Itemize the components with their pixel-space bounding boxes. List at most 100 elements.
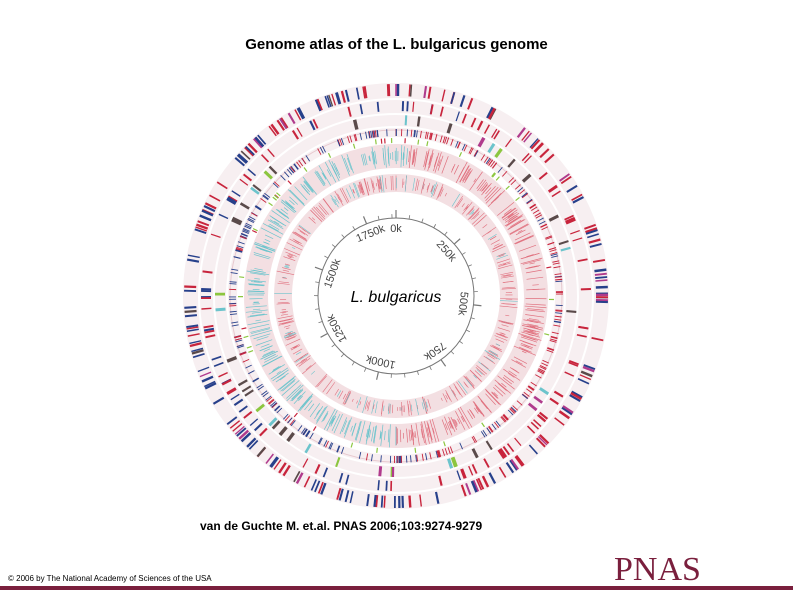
outer-feature-mark xyxy=(268,125,277,137)
ring4-strand-mark xyxy=(550,336,558,340)
gc-content-mark xyxy=(284,332,296,337)
gc-skew-mark xyxy=(277,373,285,379)
gc-content-mark xyxy=(493,243,500,247)
ring4-strand-mark xyxy=(255,205,262,211)
outer-feature-mark xyxy=(486,106,494,119)
ring4-strand-mark xyxy=(535,214,543,219)
gc-content-mark xyxy=(364,400,368,410)
scale-tick xyxy=(450,350,455,355)
gc-skew-mark xyxy=(297,394,302,400)
gc-content-mark xyxy=(465,376,475,387)
ring2-feature-mark xyxy=(406,101,409,112)
trna-mark xyxy=(248,349,254,353)
gc-content-mark xyxy=(287,256,292,259)
ring4-strand-mark xyxy=(298,160,304,167)
gc-content-mark xyxy=(487,234,497,240)
outer-feature-mark xyxy=(375,495,379,508)
ring4-strand-mark xyxy=(239,351,247,355)
gc-content-mark xyxy=(500,332,505,335)
ring4-strand-mark xyxy=(305,430,310,437)
gc-skew-mark xyxy=(523,329,540,335)
ring4-strand-mark xyxy=(274,405,280,411)
ring4-strand-mark xyxy=(347,136,350,144)
ring4-strand-mark xyxy=(502,414,508,421)
ring3-feature-mark xyxy=(378,466,383,477)
ring4-strand-mark xyxy=(541,362,548,367)
ring4-strand-mark xyxy=(231,321,239,324)
gc-skew-mark xyxy=(459,406,473,428)
gc-skew-mark xyxy=(505,212,520,223)
gc-skew-mark xyxy=(480,400,488,410)
gc-skew-mark xyxy=(494,196,499,201)
gc-content-mark xyxy=(294,240,300,244)
gc-skew-mark xyxy=(400,144,403,168)
gc-skew-mark xyxy=(368,156,371,161)
scale-tick xyxy=(377,215,380,220)
gc-skew-mark xyxy=(286,384,304,402)
ring4-strand-mark xyxy=(368,131,371,139)
gc-content-mark xyxy=(403,405,405,413)
ring4-strand-mark xyxy=(374,130,377,138)
gc-skew-mark xyxy=(280,201,295,214)
gc-content-mark xyxy=(378,179,381,189)
scale-tick xyxy=(459,340,464,344)
gc-skew-mark xyxy=(275,209,290,219)
gc-content-mark xyxy=(374,401,378,414)
gc-skew-mark xyxy=(275,372,289,383)
ring4-strand-mark xyxy=(532,209,540,214)
ring2-feature-mark xyxy=(538,172,548,180)
ring2-feature-mark xyxy=(218,213,229,220)
gc-content-mark xyxy=(473,374,477,379)
gc-skew-mark xyxy=(365,429,369,437)
gc-content-mark xyxy=(345,393,351,403)
scale-tick-label: 250k xyxy=(434,238,459,264)
gc-content-mark xyxy=(282,269,289,272)
gc-content-mark xyxy=(492,244,503,250)
ring3-feature-mark xyxy=(226,356,238,363)
outer-feature-mark xyxy=(362,86,366,99)
ring4-strand-mark xyxy=(497,166,503,173)
gc-content-mark xyxy=(446,392,451,400)
gc-skew-mark xyxy=(522,341,534,346)
ring2-feature-mark xyxy=(500,448,508,457)
gc-skew-mark xyxy=(521,331,540,338)
outer-feature-mark xyxy=(199,371,212,378)
ring4-strand-mark xyxy=(538,220,546,225)
ring4-strand-mark xyxy=(473,149,478,157)
ring3-feature-mark xyxy=(521,173,532,183)
outer-feature-mark xyxy=(256,446,267,458)
scale-tick xyxy=(331,344,336,348)
gc-skew-mark xyxy=(250,329,272,337)
ring4-strand-mark xyxy=(529,204,537,209)
trna-mark xyxy=(491,172,496,177)
ring3-feature-mark xyxy=(231,216,243,225)
gc-skew-mark xyxy=(249,284,264,287)
gc-skew-mark xyxy=(485,393,496,406)
ring4-strand-mark xyxy=(480,154,486,161)
gc-skew-mark xyxy=(255,246,273,253)
gc-content-mark xyxy=(421,181,425,191)
ring4-strand-mark xyxy=(547,241,555,245)
gc-content-mark xyxy=(485,356,494,363)
scale-tick xyxy=(324,255,329,259)
outer-feature-mark xyxy=(571,193,583,201)
ring4-strand-mark xyxy=(296,161,302,168)
scale-tick xyxy=(408,215,411,220)
ring2-feature-mark xyxy=(477,120,484,131)
gc-skew-mark xyxy=(372,426,377,443)
gc-content-mark xyxy=(352,189,355,194)
trna-mark xyxy=(352,143,356,149)
ring4-strand-mark xyxy=(337,139,341,147)
gc-skew-mark xyxy=(262,245,268,249)
ring4-strand-mark xyxy=(229,310,237,313)
gc-skew-mark xyxy=(254,243,276,252)
outer-feature-mark xyxy=(419,494,423,507)
gc-skew-mark xyxy=(302,176,317,195)
ring4-strand-mark xyxy=(549,249,557,252)
gc-content-mark xyxy=(370,178,375,193)
outer-feature-mark xyxy=(530,139,541,150)
outer-feature-mark xyxy=(488,472,497,484)
gc-skew-mark xyxy=(453,164,459,175)
gc-skew-mark xyxy=(462,167,472,183)
